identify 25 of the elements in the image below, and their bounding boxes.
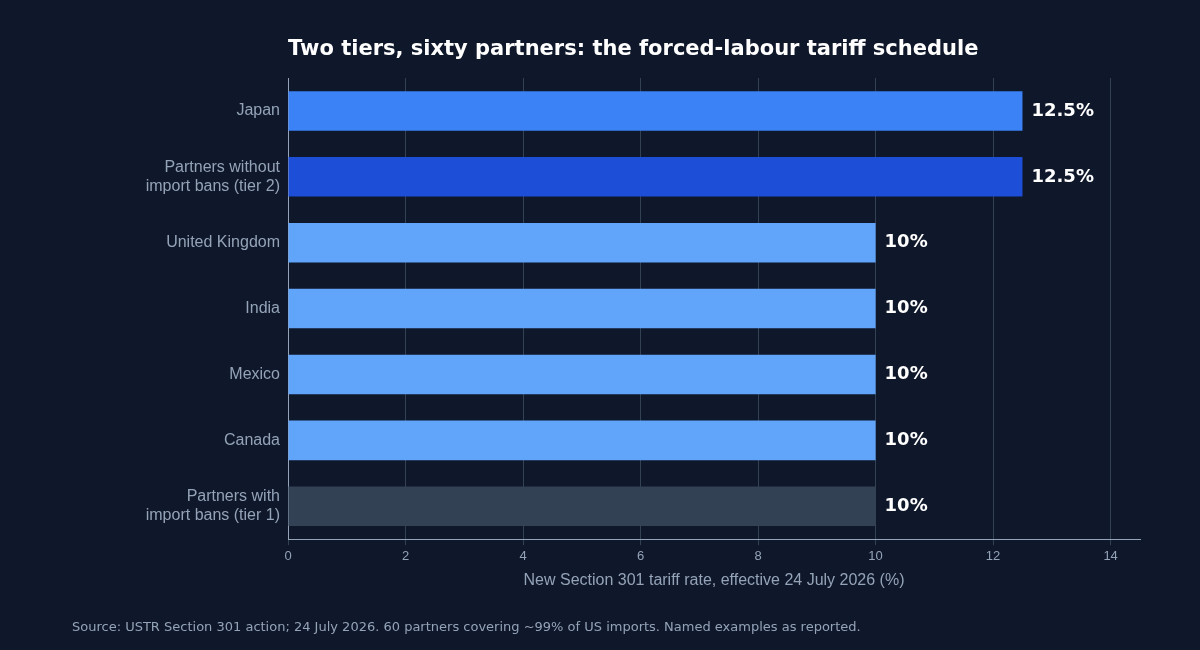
source-note: Source: USTR Section 301 action; 24 July 2026. 60 partners covering ~99% of US imports. Named examples as reported. — [72, 619, 861, 634]
data-label: 12.5% — [1031, 98, 1094, 120]
x-tick-label: 0 — [284, 547, 292, 563]
x-tick-label: 10 — [868, 547, 883, 563]
data-label: 10% — [884, 428, 928, 450]
x-tick-label: 14 — [1103, 547, 1118, 563]
x-tick-label: 8 — [754, 547, 762, 563]
y-tick-label: Partners without import bans (tier 2) — [145, 157, 281, 194]
x-tick-label: 12 — [985, 547, 1001, 563]
data-label: 10% — [884, 362, 928, 384]
data-label: 10% — [884, 493, 928, 515]
y-tick-label: Japan — [236, 101, 280, 119]
y-tick-label: India — [245, 299, 281, 317]
x-tick-label: 6 — [636, 547, 645, 563]
y-tick-label: Mexico — [229, 364, 281, 382]
x-tick-label: 4 — [519, 547, 527, 563]
y-tick-label: Canada — [223, 430, 281, 448]
data-label: 12.5% — [1031, 164, 1094, 186]
chart-title: Two tiers, sixty partners: the forced-labour tariff schedule — [288, 36, 979, 61]
data-label: 10% — [884, 296, 928, 318]
x-axis-title: New Section 301 tariff rate, effective 24 July 2026 (%) — [523, 570, 905, 588]
data-label: 10% — [884, 230, 928, 252]
y-tick-label: Partners with import bans (tier 1) — [145, 487, 280, 524]
x-tick-label: 2 — [401, 547, 410, 563]
y-tick-label: United Kingdom — [166, 233, 280, 251]
